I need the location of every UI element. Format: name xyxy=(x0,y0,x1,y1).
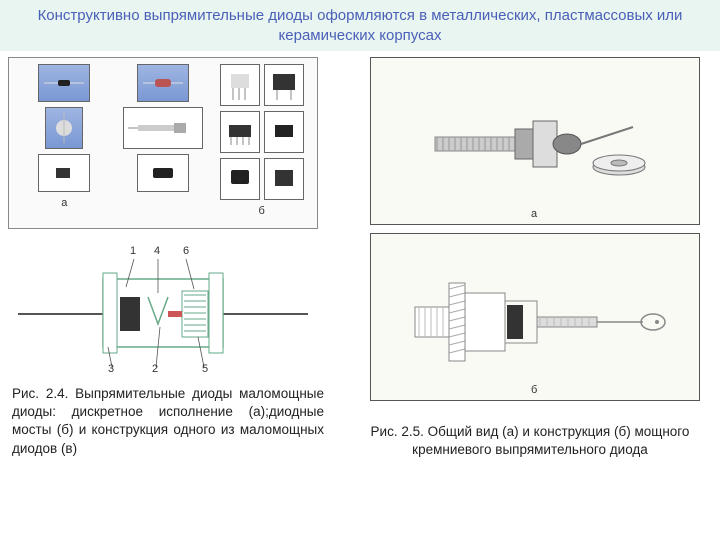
diag-num-6: 6 xyxy=(183,245,189,257)
diode-sample xyxy=(123,107,203,149)
diag-num-3: 3 xyxy=(108,363,114,375)
diode-sample xyxy=(137,64,189,102)
bridge-dip-icon xyxy=(223,117,257,147)
diag-num-4: 4 xyxy=(154,245,160,257)
page-title: Конструктивно выпрямительные диоды оформ… xyxy=(0,0,720,51)
power-diode-photo-icon xyxy=(385,71,685,211)
smd-icon xyxy=(44,158,84,188)
diode-sample xyxy=(137,154,189,192)
fig-2-5-caption: Рис. 2.5. Общий вид (а) и конструкция (б… xyxy=(370,423,690,459)
right-column: а б xyxy=(370,55,700,459)
bridge-smd-icon xyxy=(267,117,301,147)
bridge-sample xyxy=(264,64,304,106)
bridge-sample xyxy=(264,111,304,153)
diag-num-1: 1 xyxy=(130,245,136,257)
diode-cross-section-icon xyxy=(8,229,318,379)
fig-2-5-a: а xyxy=(370,57,700,225)
axial-diode-icon xyxy=(42,74,86,92)
grid-col-b: б xyxy=(216,64,307,224)
power-diode-cross-section-icon xyxy=(385,247,685,387)
fig-2-4-caption: Рис. 2.4. Выпрямительные диоды маломощны… xyxy=(8,385,328,458)
metal-can-icon xyxy=(49,113,79,143)
bridge-square-icon xyxy=(267,164,301,194)
glass-diode-icon xyxy=(141,74,185,92)
content-row: а xyxy=(0,51,720,459)
diag-num-2: 2 xyxy=(152,363,158,375)
bridge-sip-icon xyxy=(223,68,257,102)
bridge-round-icon xyxy=(223,164,257,194)
grid-col-a: а xyxy=(19,64,110,224)
left-column: а xyxy=(8,55,358,459)
bridge-block-icon xyxy=(267,68,301,102)
bridge-sample xyxy=(220,111,260,153)
fig-2-4-cross-section: 1 4 6 3 2 5 xyxy=(8,229,318,379)
fig-2-4-grid: а xyxy=(8,57,318,229)
fig-2-5-b: б xyxy=(370,233,700,401)
stud-diode-icon xyxy=(128,113,198,143)
grid-label-a: а xyxy=(61,197,67,209)
grid-label-b: б xyxy=(259,205,265,217)
diag-num-5: 5 xyxy=(202,363,208,375)
melf-icon xyxy=(143,158,183,188)
diode-sample xyxy=(38,64,90,102)
bridge-sample xyxy=(220,64,260,106)
fig-2-5-label-a: а xyxy=(531,208,537,220)
diode-sample xyxy=(45,107,83,149)
fig-2-5-label-b: б xyxy=(531,384,537,396)
bridge-sample xyxy=(220,158,260,200)
diode-sample xyxy=(38,154,90,192)
grid-col-mid xyxy=(118,64,209,224)
bridge-sample xyxy=(264,158,304,200)
